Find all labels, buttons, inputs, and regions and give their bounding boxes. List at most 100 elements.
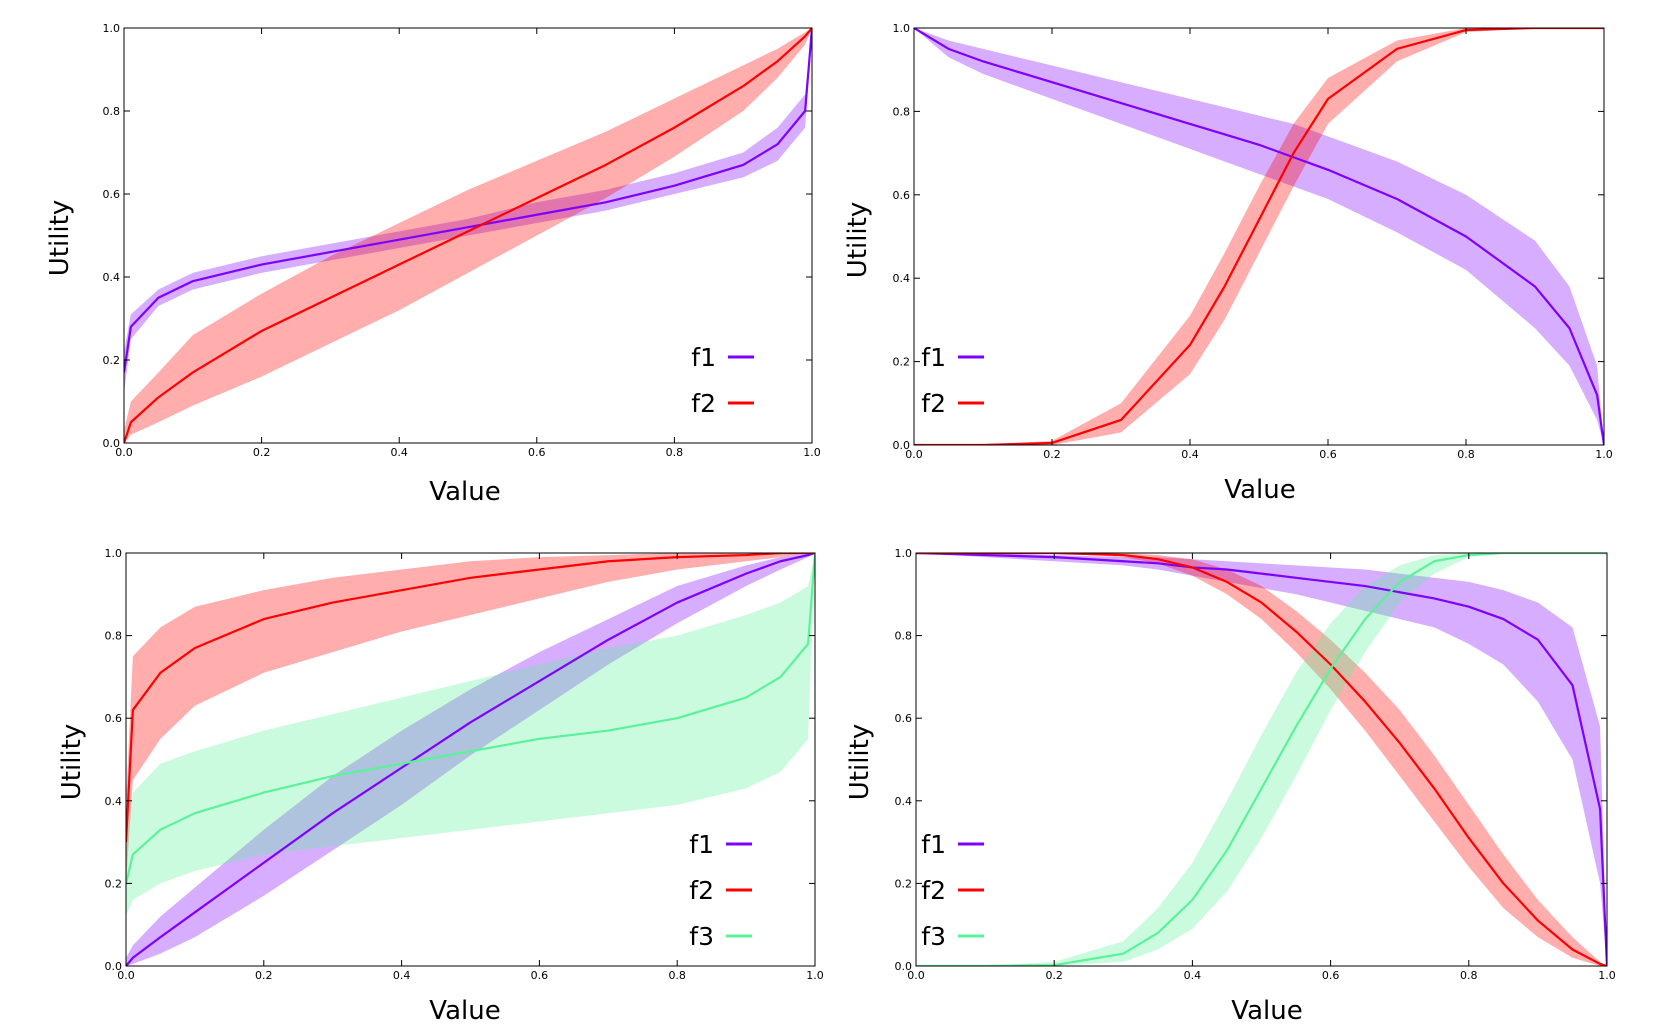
series-line-f2 <box>916 553 1607 966</box>
y-tick-label: 1.0 <box>105 547 123 560</box>
y-tick-label: 0.4 <box>103 271 121 284</box>
band-f3 <box>916 553 1607 966</box>
x-tick-label: 0.6 <box>531 969 549 982</box>
legend-label-f1: f1 <box>691 343 716 372</box>
band-f3 <box>126 553 815 917</box>
band-f2 <box>914 28 1604 445</box>
y-tick-label: 0.6 <box>105 712 123 725</box>
plot-area <box>914 28 1604 445</box>
x-tick-label: 1.0 <box>1595 448 1613 461</box>
legend-label-f2: f2 <box>689 876 714 905</box>
axes-frame <box>123 27 813 444</box>
y-tick-label: 0.4 <box>895 795 913 808</box>
x-tick-label: 0.8 <box>1457 448 1475 461</box>
plot-area <box>126 553 815 966</box>
y-axis-label: Utility <box>45 200 75 276</box>
y-tick-label: 1.0 <box>103 22 121 35</box>
chart-panel-2: 0.0 0.2 0.4 0.6 0.8 1.0 0.0 0.2 0.4 0.6 0.8 1.0 Valu… <box>843 22 1613 505</box>
y-tick-label: 0.0 <box>105 960 123 973</box>
legend-label-f2: f2 <box>921 389 946 418</box>
series-line-f2 <box>914 28 1604 445</box>
x-tick-label: 0.4 <box>1181 448 1199 461</box>
y-tick-label: 0.0 <box>103 437 121 450</box>
axes-frame <box>125 552 816 967</box>
y-tick-label: 0.2 <box>895 877 913 890</box>
legend: f1 f2 f3 <box>689 830 752 951</box>
y-tick-label: 0.6 <box>895 712 913 725</box>
x-tick-label: 0.8 <box>666 446 684 459</box>
y-tick-label: 0.2 <box>105 877 123 890</box>
x-tick-label: 0.8 <box>1460 969 1478 982</box>
x-tick-label: 0.0 <box>115 446 133 459</box>
plot-area <box>124 28 812 443</box>
y-tick-label: 0.8 <box>105 630 123 643</box>
y-tick-label: 0.2 <box>103 354 121 367</box>
x-tick-label: 0.4 <box>1184 969 1202 982</box>
x-tick-label: 0.0 <box>907 969 925 982</box>
legend-label-f1: f1 <box>689 830 714 859</box>
y-tick-label: 0.2 <box>893 356 911 369</box>
y-tick-label: 0.4 <box>893 272 911 285</box>
x-tick-label: 1.0 <box>1598 969 1616 982</box>
y-tick-label: 0.8 <box>893 105 911 118</box>
series-line-f1 <box>914 28 1604 445</box>
y-axis-label: Utility <box>843 202 873 278</box>
series-line-f1 <box>124 28 812 373</box>
series-line-f1 <box>916 553 1607 966</box>
y-axis-label: Utility <box>845 724 875 800</box>
x-axis-label: Value <box>429 996 500 1026</box>
axes-frame <box>913 27 1605 446</box>
legend-label-f1: f1 <box>921 343 946 372</box>
x-tick-label: 0.4 <box>393 969 411 982</box>
x-tick-label: 1.0 <box>806 969 824 982</box>
chart-panel-4: 0.0 0.2 0.4 0.6 0.8 1.0 0.0 0.2 0.4 0.6 0.8 1.0 Valu… <box>845 547 1616 1026</box>
y-tick-label: 0.6 <box>893 189 911 202</box>
legend-label-f3: f3 <box>921 922 946 951</box>
x-tick-label: 0.2 <box>1045 969 1063 982</box>
axes-frame <box>915 552 1608 967</box>
series-line-f3 <box>916 553 1607 966</box>
x-axis-label: Value <box>1231 996 1302 1026</box>
x-tick-label: 0.6 <box>1322 969 1340 982</box>
legend-label-f2: f2 <box>921 876 946 905</box>
y-tick-label: 0.6 <box>103 188 121 201</box>
y-tick-label: 1.0 <box>895 547 913 560</box>
x-tick-label: 0.0 <box>905 448 923 461</box>
y-tick-label: 0.4 <box>105 795 123 808</box>
y-tick-label: 0.8 <box>895 630 913 643</box>
y-tick-label: 0.8 <box>103 105 121 118</box>
band-f2 <box>916 553 1607 966</box>
chart-panel-1: 0.0 0.2 0.4 0.6 0.8 1.0 0.0 0.2 0.4 0.6 0.8 1.0 Valu… <box>45 22 821 507</box>
x-tick-label: 0.4 <box>390 446 408 459</box>
chart-panel-3: 0.0 0.2 0.4 0.6 0.8 1.0 0.0 0.2 0.4 0.6 0.8 1.0 Valu… <box>57 547 824 1026</box>
x-tick-label: 0.2 <box>253 446 271 459</box>
band-f1 <box>126 553 815 966</box>
legend: f1 f2 <box>921 343 984 418</box>
x-axis-label: Value <box>1224 475 1295 505</box>
legend-label-f2: f2 <box>691 389 716 418</box>
x-tick-label: 0.6 <box>528 446 546 459</box>
x-axis-label: Value <box>429 477 500 507</box>
legend: f1 f2 f3 <box>921 830 984 951</box>
y-axis-label: Utility <box>57 724 87 800</box>
band-f2 <box>124 28 812 443</box>
plot-area <box>916 553 1607 966</box>
series-line-f1 <box>126 553 815 966</box>
series-line-f2 <box>124 28 812 443</box>
legend-label-f3: f3 <box>689 922 714 951</box>
x-tick-label: 0.2 <box>1043 448 1061 461</box>
x-tick-label: 1.0 <box>803 446 821 459</box>
series-line-f3 <box>126 553 815 884</box>
x-tick-label: 0.0 <box>117 969 135 982</box>
x-tick-label: 0.8 <box>668 969 686 982</box>
y-tick-label: 0.0 <box>893 439 911 452</box>
legend: f1 f2 <box>691 343 754 418</box>
legend-label-f1: f1 <box>921 830 946 859</box>
x-tick-label: 0.6 <box>1319 448 1337 461</box>
y-tick-label: 1.0 <box>893 22 911 35</box>
y-tick-label: 0.0 <box>895 960 913 973</box>
x-tick-label: 0.2 <box>255 969 273 982</box>
band-f2 <box>126 553 815 884</box>
